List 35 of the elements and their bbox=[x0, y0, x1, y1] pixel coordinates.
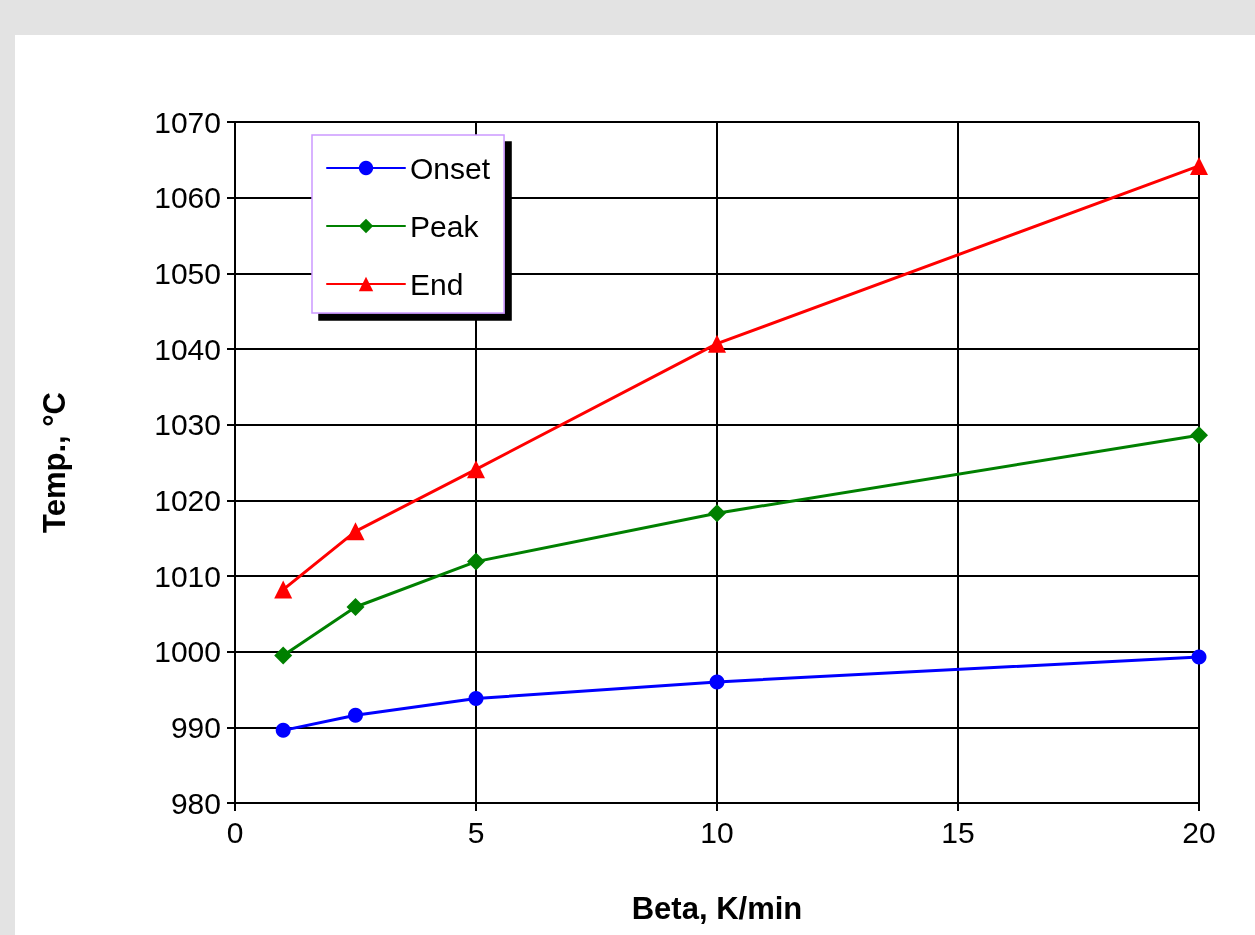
legend-label: End bbox=[410, 267, 464, 301]
y-tick-label: 980 bbox=[170, 786, 221, 820]
point bbox=[274, 580, 293, 599]
point bbox=[1190, 156, 1208, 175]
y-tick-label: 1030 bbox=[154, 408, 221, 442]
point bbox=[1191, 649, 1207, 665]
y-tick-label: 1020 bbox=[154, 483, 221, 517]
y-tick-label: 1050 bbox=[154, 256, 221, 290]
y-tick-label: 1040 bbox=[154, 332, 221, 366]
y-tick-label: 1000 bbox=[154, 635, 221, 669]
y-tick-label: 990 bbox=[170, 710, 221, 744]
point bbox=[346, 522, 365, 541]
point bbox=[468, 691, 484, 707]
point bbox=[275, 722, 291, 738]
x-tick-label: 20 bbox=[1182, 815, 1216, 849]
x-axis-title: Beta, K/min bbox=[631, 891, 803, 926]
legend-label: Onset bbox=[410, 151, 491, 185]
y-axis-title: Temp., °C bbox=[37, 392, 72, 533]
point bbox=[348, 707, 363, 723]
x-tick-label: 15 bbox=[941, 815, 975, 849]
point bbox=[467, 552, 485, 571]
x-tick-label: 10 bbox=[700, 815, 734, 849]
point bbox=[274, 646, 293, 665]
y-tick-label: 1070 bbox=[154, 105, 221, 139]
point bbox=[709, 674, 725, 690]
point bbox=[1190, 426, 1208, 445]
point bbox=[708, 334, 726, 353]
point bbox=[346, 598, 365, 617]
x-tick-label: 5 bbox=[467, 815, 485, 849]
y-tick-label: 1060 bbox=[154, 181, 221, 215]
point bbox=[708, 504, 726, 523]
point bbox=[467, 460, 485, 479]
y-tick-label: 1010 bbox=[154, 559, 221, 593]
legend-label: Peak bbox=[410, 209, 480, 243]
x-tick-label: 0 bbox=[226, 815, 244, 849]
